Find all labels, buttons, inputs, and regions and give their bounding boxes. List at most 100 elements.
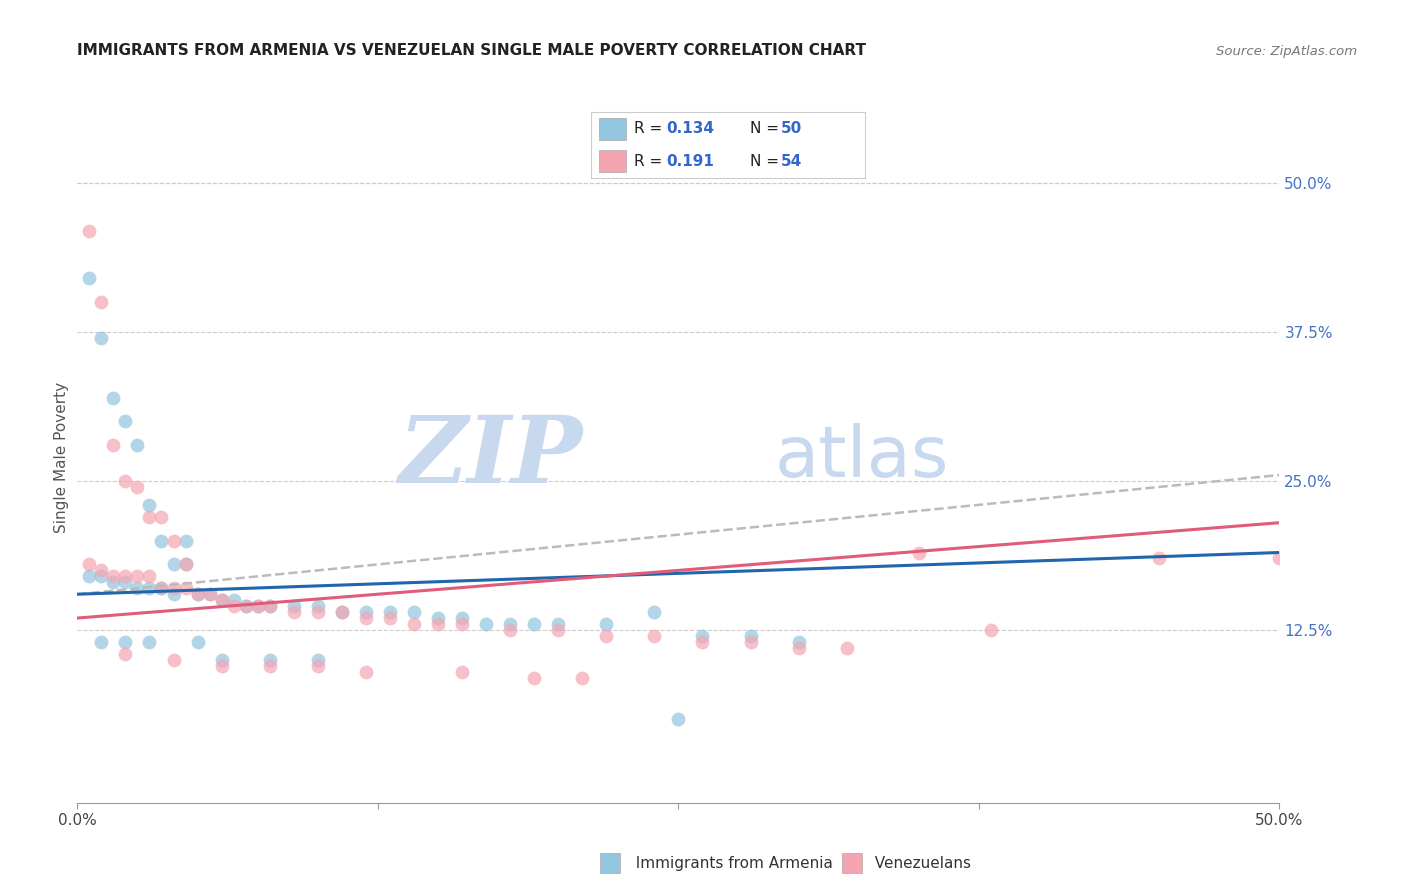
Point xyxy=(127,480,149,494)
Point xyxy=(174,533,197,548)
Point xyxy=(259,599,281,614)
Point xyxy=(571,671,593,685)
Point xyxy=(692,635,714,649)
Point xyxy=(547,623,569,637)
Point xyxy=(127,581,149,595)
Point xyxy=(79,558,101,572)
Point xyxy=(235,599,257,614)
Point xyxy=(427,611,450,625)
Point xyxy=(162,533,184,548)
Point xyxy=(643,605,665,619)
Point xyxy=(643,629,665,643)
Point xyxy=(354,605,377,619)
Bar xyxy=(599,118,626,139)
Point xyxy=(692,629,714,643)
Point xyxy=(307,653,329,667)
Point xyxy=(138,569,160,583)
Point xyxy=(378,605,401,619)
Point xyxy=(103,569,125,583)
Point xyxy=(787,635,810,649)
Text: 0.191: 0.191 xyxy=(666,153,714,169)
Point xyxy=(187,587,209,601)
Point xyxy=(103,391,125,405)
Text: Source: ZipAtlas.com: Source: ZipAtlas.com xyxy=(1216,45,1357,58)
Point xyxy=(1268,551,1291,566)
Point xyxy=(330,605,353,619)
Point xyxy=(198,587,221,601)
Point xyxy=(283,605,305,619)
Point xyxy=(138,509,160,524)
Point xyxy=(162,581,184,595)
Bar xyxy=(842,854,862,873)
Point xyxy=(150,533,173,548)
Point xyxy=(211,593,233,607)
Point xyxy=(427,617,450,632)
Text: Immigrants from Armenia: Immigrants from Armenia xyxy=(626,856,832,871)
Point xyxy=(187,635,209,649)
Y-axis label: Single Male Poverty: Single Male Poverty xyxy=(53,382,69,533)
Point xyxy=(211,658,233,673)
Point xyxy=(378,611,401,625)
Point xyxy=(114,575,136,590)
Point xyxy=(174,558,197,572)
Point xyxy=(307,658,329,673)
Point xyxy=(138,581,160,595)
Text: 54: 54 xyxy=(782,153,803,169)
Text: R =: R = xyxy=(634,153,668,169)
Point xyxy=(354,611,377,625)
Text: N =: N = xyxy=(749,153,783,169)
Point xyxy=(211,593,233,607)
Point xyxy=(150,509,173,524)
Point xyxy=(222,593,245,607)
Text: Venezuelans: Venezuelans xyxy=(865,856,970,871)
Point xyxy=(162,558,184,572)
Point xyxy=(330,605,353,619)
Bar xyxy=(600,854,620,873)
Point xyxy=(523,617,546,632)
Point xyxy=(475,617,498,632)
Point xyxy=(79,224,101,238)
Point xyxy=(259,599,281,614)
Point xyxy=(1149,551,1171,566)
Point xyxy=(114,474,136,488)
Point xyxy=(90,295,112,310)
Point xyxy=(668,712,690,726)
Point xyxy=(980,623,1002,637)
Point xyxy=(150,581,173,595)
Point xyxy=(246,599,269,614)
Point xyxy=(595,629,617,643)
Point xyxy=(222,599,245,614)
Point xyxy=(595,617,617,632)
Point xyxy=(740,635,762,649)
Point xyxy=(187,587,209,601)
Point xyxy=(547,617,569,632)
Point xyxy=(150,581,173,595)
Point xyxy=(90,635,112,649)
Point xyxy=(283,599,305,614)
Point xyxy=(174,581,197,595)
Point xyxy=(354,665,377,679)
Point xyxy=(114,647,136,661)
Point xyxy=(162,587,184,601)
Point xyxy=(79,271,101,285)
Point xyxy=(127,438,149,452)
Point xyxy=(451,611,474,625)
Point xyxy=(451,617,474,632)
Point xyxy=(402,617,425,632)
Point xyxy=(138,498,160,512)
Point xyxy=(499,623,522,637)
Point xyxy=(162,653,184,667)
Point xyxy=(246,599,269,614)
Point xyxy=(499,617,522,632)
Point xyxy=(79,569,101,583)
Point xyxy=(127,569,149,583)
Text: ZIP: ZIP xyxy=(398,412,582,502)
Point xyxy=(198,587,221,601)
Point xyxy=(211,653,233,667)
Point xyxy=(523,671,546,685)
Point xyxy=(138,635,160,649)
Point xyxy=(90,569,112,583)
Point xyxy=(787,640,810,655)
Text: 0.134: 0.134 xyxy=(666,121,714,136)
Point xyxy=(908,545,931,559)
